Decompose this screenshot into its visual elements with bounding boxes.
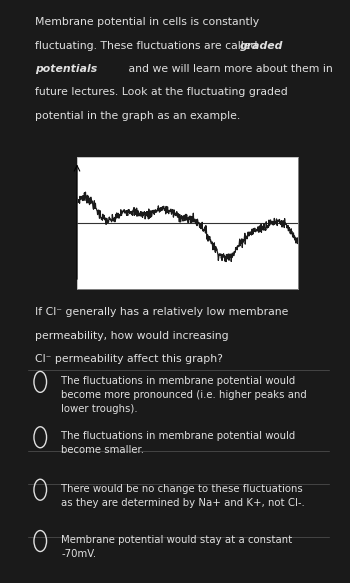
Text: If Cl⁻ generally has a relatively low membrane: If Cl⁻ generally has a relatively low me… [35,307,288,317]
Text: The fluctuations in membrane potential would
become more pronounced (i.e. higher: The fluctuations in membrane potential w… [61,376,307,414]
Text: future lectures. Look at the fluctuating graded: future lectures. Look at the fluctuating… [35,87,288,97]
Text: potential in the graph as an example.: potential in the graph as an example. [35,111,240,121]
Text: Membrane potential in cells is constantly: Membrane potential in cells is constantl… [35,17,259,27]
Text: fluctuating. These fluctuations are called: fluctuating. These fluctuations are call… [35,41,261,51]
Text: potentials: potentials [35,64,97,74]
Text: There would be no change to these fluctuations
as they are determined by Na+ and: There would be no change to these fluctu… [61,484,305,508]
Text: and we will learn more about them in: and we will learn more about them in [125,64,333,74]
Text: Cl⁻ permeability affect this graph?: Cl⁻ permeability affect this graph? [35,354,223,364]
Text: Membrane potential would stay at a constant
-70mV.: Membrane potential would stay at a const… [61,535,293,559]
Text: graded: graded [240,41,283,51]
Text: permeability, how would increasing: permeability, how would increasing [35,331,229,340]
Text: The fluctuations in membrane potential would
become smaller.: The fluctuations in membrane potential w… [61,431,295,455]
